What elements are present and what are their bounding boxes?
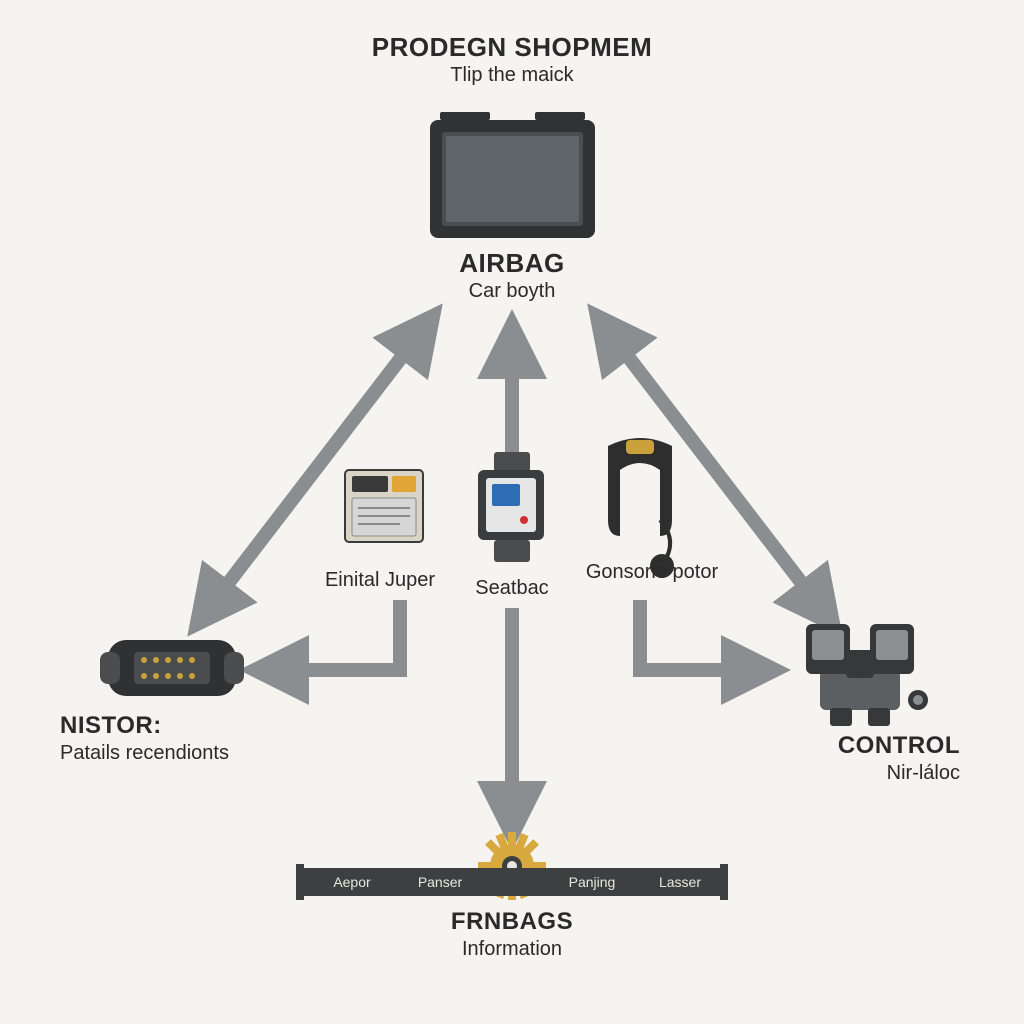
nistor-subtitle: Patails recendionts xyxy=(60,741,300,765)
nistor-title: NISTOR: xyxy=(60,712,300,741)
header-title: PRODEGN SHOPMEM xyxy=(0,32,1024,63)
airbag-subtitle: Car boyth xyxy=(412,279,612,303)
bar-seg-3: Lasser xyxy=(659,874,701,890)
wrist-device-icon xyxy=(478,452,544,562)
info-bar-icon: Aepor Panser Panjing Lasser xyxy=(296,832,728,900)
gonsorie-label: Gonsorie potor xyxy=(586,561,718,583)
page-header: PRODEGN SHOPMEM Tlip the maick xyxy=(0,32,1024,87)
node-einital-label: Einital Juper xyxy=(300,568,460,592)
node-control-label: CONTROL Nir-láloc xyxy=(760,732,960,785)
node-nistor-label: NISTOR: Patails recendionts xyxy=(60,712,300,765)
diagram-svg: Aepor Panser Panjing Lasser xyxy=(0,0,1024,1024)
bar-seg-1: Panser xyxy=(418,874,463,890)
control-title: CONTROL xyxy=(760,732,960,761)
edge-gonsorie-control xyxy=(640,600,770,670)
control-subtitle: Nir-láloc xyxy=(760,761,960,785)
monitor-icon xyxy=(430,112,595,238)
airbag-title: AIRBAG xyxy=(412,248,612,279)
headset-icon xyxy=(608,438,674,578)
control-box-icon xyxy=(345,470,423,542)
header-subtitle: Tlip the maick xyxy=(0,63,1024,87)
control-unit-icon xyxy=(806,624,928,726)
diagram-canvas: PRODEGN SHOPMEM Tlip the maick xyxy=(0,0,1024,1024)
node-gonsorie-label: Gonsorie potor xyxy=(562,560,742,584)
bar-seg-2: Panjing xyxy=(569,874,616,890)
seatbac-label: Seatbac xyxy=(475,577,548,599)
node-airbag-label: AIRBAG Car boyth xyxy=(412,248,612,303)
node-seatbac-label: Seatbac xyxy=(452,576,572,600)
bar-seg-0: Aepor xyxy=(333,874,371,890)
einital-label: Einital Juper xyxy=(325,569,435,591)
frnbags-title: FRNBAGS xyxy=(412,908,612,937)
handheld-device-icon xyxy=(100,640,244,696)
edge-einital-nistor xyxy=(260,600,400,670)
node-frnbags-label: FRNBAGS Information xyxy=(412,908,612,961)
frnbags-subtitle: Information xyxy=(412,937,612,961)
